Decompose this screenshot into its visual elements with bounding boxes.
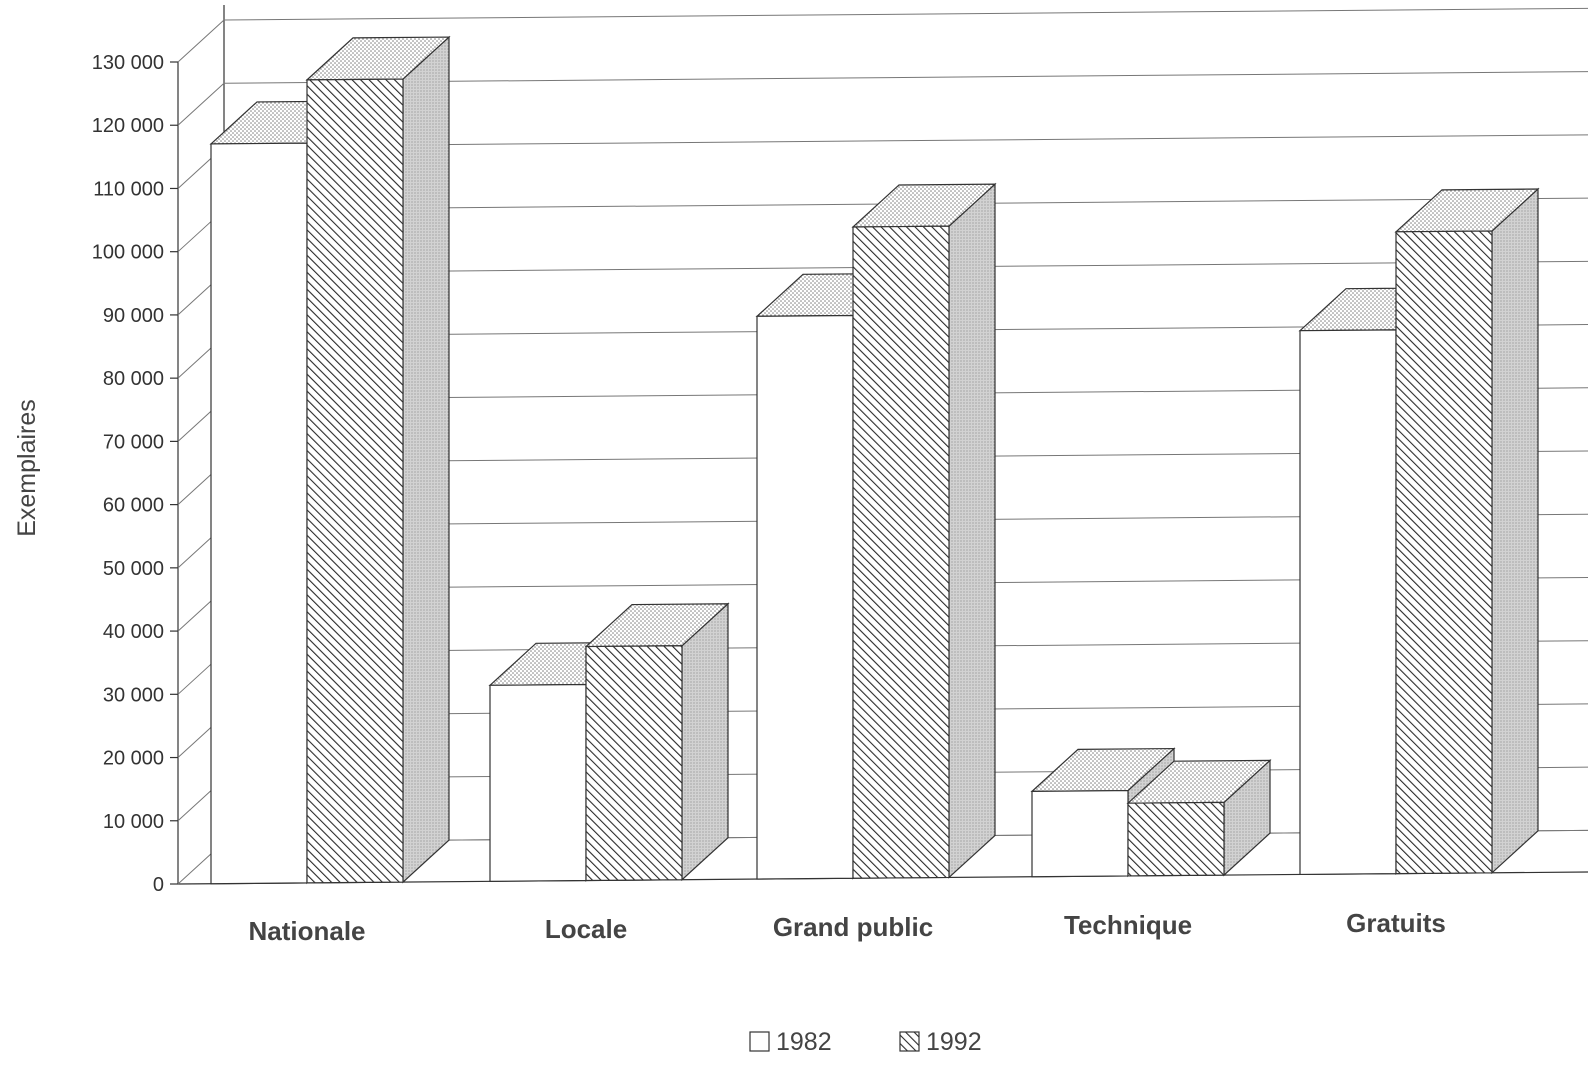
bar-front-face — [1127, 801, 1225, 877]
bars — [209, 35, 1540, 885]
legend-swatch — [899, 1031, 920, 1052]
y-tick-label: 40 000 — [103, 621, 164, 643]
bar-front-face — [306, 78, 404, 884]
bar-1992-nationale — [305, 35, 451, 884]
x-category-label: Technique — [1064, 910, 1192, 940]
bar-side-face — [948, 182, 996, 879]
x-category-label: Locale — [545, 914, 627, 944]
y-axis-title: Exemplaires — [13, 399, 41, 537]
x-category-label: Nationale — [248, 916, 365, 946]
y-tick-label: 70 000 — [103, 431, 164, 453]
y-tick-label: 110 000 — [93, 178, 164, 200]
wall-gridline — [177, 82, 225, 126]
gridline — [223, 134, 1588, 147]
bar-side-face — [1491, 187, 1539, 875]
y-axis-ticks: 0 10 000 20 000 30 000 40 000 50 000 60 000 70 … — [92, 52, 178, 896]
bar-front-face — [756, 314, 854, 880]
legend-item-1992: 1992 — [899, 1028, 982, 1056]
legend-label: 1992 — [926, 1028, 982, 1056]
y-tick-label: 60 000 — [103, 495, 164, 517]
bar-front-face — [1395, 230, 1493, 875]
wall-gridline — [177, 19, 225, 63]
bar-front-face — [1031, 789, 1129, 878]
bar-front-face — [210, 142, 308, 885]
bar-front-face — [1299, 329, 1397, 876]
bar-1992-gratuits — [1394, 187, 1540, 875]
gridline — [223, 7, 1588, 21]
y-tick-label: 80 000 — [103, 368, 164, 390]
bar-front-face — [489, 683, 587, 882]
bar-1992-technique — [1126, 759, 1272, 877]
y-tick-label: 0 — [153, 874, 164, 896]
y-tick-label: 30 000 — [103, 684, 164, 706]
bar-front-face — [852, 225, 950, 879]
y-tick-label: 90 000 — [103, 305, 164, 327]
y-tick-label: 130 000 — [92, 52, 164, 74]
legend-swatch — [749, 1031, 770, 1052]
y-tick-label: 50 000 — [103, 558, 164, 580]
y-tick-label: 10 000 — [103, 811, 164, 833]
bar-front-face — [585, 645, 683, 882]
legend-label: 1982 — [776, 1028, 832, 1056]
y-tick-label: 100 000 — [92, 242, 164, 264]
bar-1992-locale — [584, 602, 730, 882]
bar-side-face — [402, 35, 450, 884]
x-category-label: Grand public — [773, 912, 933, 942]
gridline — [223, 71, 1588, 84]
y-tick-label: 120 000 — [92, 115, 164, 137]
y-tick-label: 20 000 — [103, 748, 164, 770]
bar-1992-grand-public — [851, 182, 997, 879]
legend: 1982 1992 — [749, 1028, 982, 1056]
bar-side-face — [681, 602, 729, 882]
x-category-label: Gratuits — [1346, 908, 1446, 938]
category-labels: Nationale Locale Grand public Technique Grat… — [248, 908, 1445, 946]
legend-item-1982: 1982 — [749, 1028, 832, 1056]
